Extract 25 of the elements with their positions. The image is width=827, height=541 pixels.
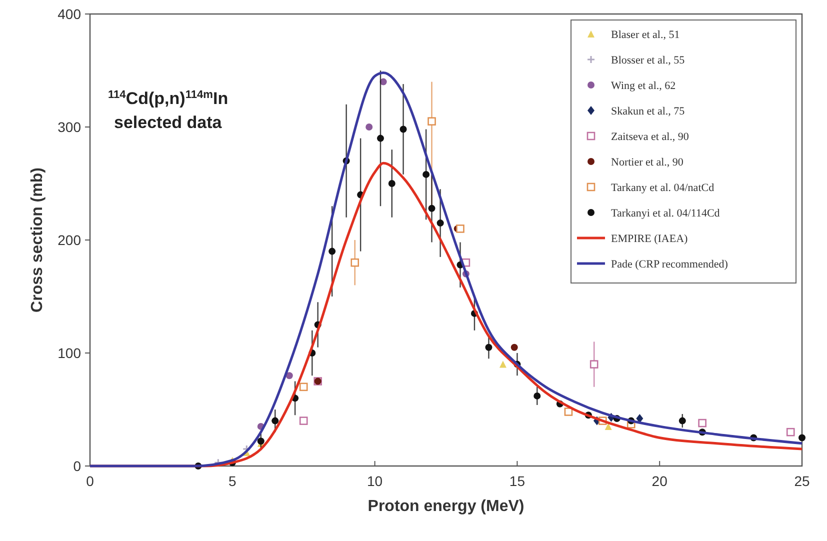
legend-label: Skakun et al., 75 [611, 106, 686, 118]
legend-label: Blosser et al., 55 [611, 54, 686, 66]
x-tick-label: 10 [367, 473, 383, 489]
legend-label: Blaser et al., 51 [611, 29, 680, 41]
y-tick-label: 300 [58, 119, 82, 135]
y-tick-label: 400 [58, 6, 82, 22]
legend-label: Pade (CRP recommended) [611, 258, 728, 270]
legend-label: EMPIRE (IAEA) [611, 233, 688, 245]
x-tick-label: 5 [228, 473, 236, 489]
legend-label: Tarkany et al. 04/natCd [611, 182, 715, 194]
x-tick-label: 0 [86, 473, 94, 489]
y-tick-label: 200 [58, 232, 82, 248]
text: selected data [114, 113, 222, 132]
y-axis-title: Cross section (mb) [29, 168, 46, 312]
legend-label: Wing et al., 62 [611, 80, 676, 92]
y-tick-label: 100 [58, 345, 82, 361]
y-tick-label: 0 [73, 458, 82, 474]
text: $^{114}$Cd(p,n)$^{114m}$In [108, 89, 228, 108]
x-tick-label: 20 [652, 473, 668, 489]
legend-label: Tarkanyi et al. 04/114Cd [611, 208, 720, 220]
legend-label: Zaitseva et al., 90 [611, 131, 690, 143]
x-tick-label: 15 [509, 473, 526, 489]
x-tick-label: 25 [794, 473, 810, 489]
legend-label: Nortier et al., 90 [611, 156, 684, 168]
x-axis-title: Proton energy (MeV) [368, 498, 524, 515]
